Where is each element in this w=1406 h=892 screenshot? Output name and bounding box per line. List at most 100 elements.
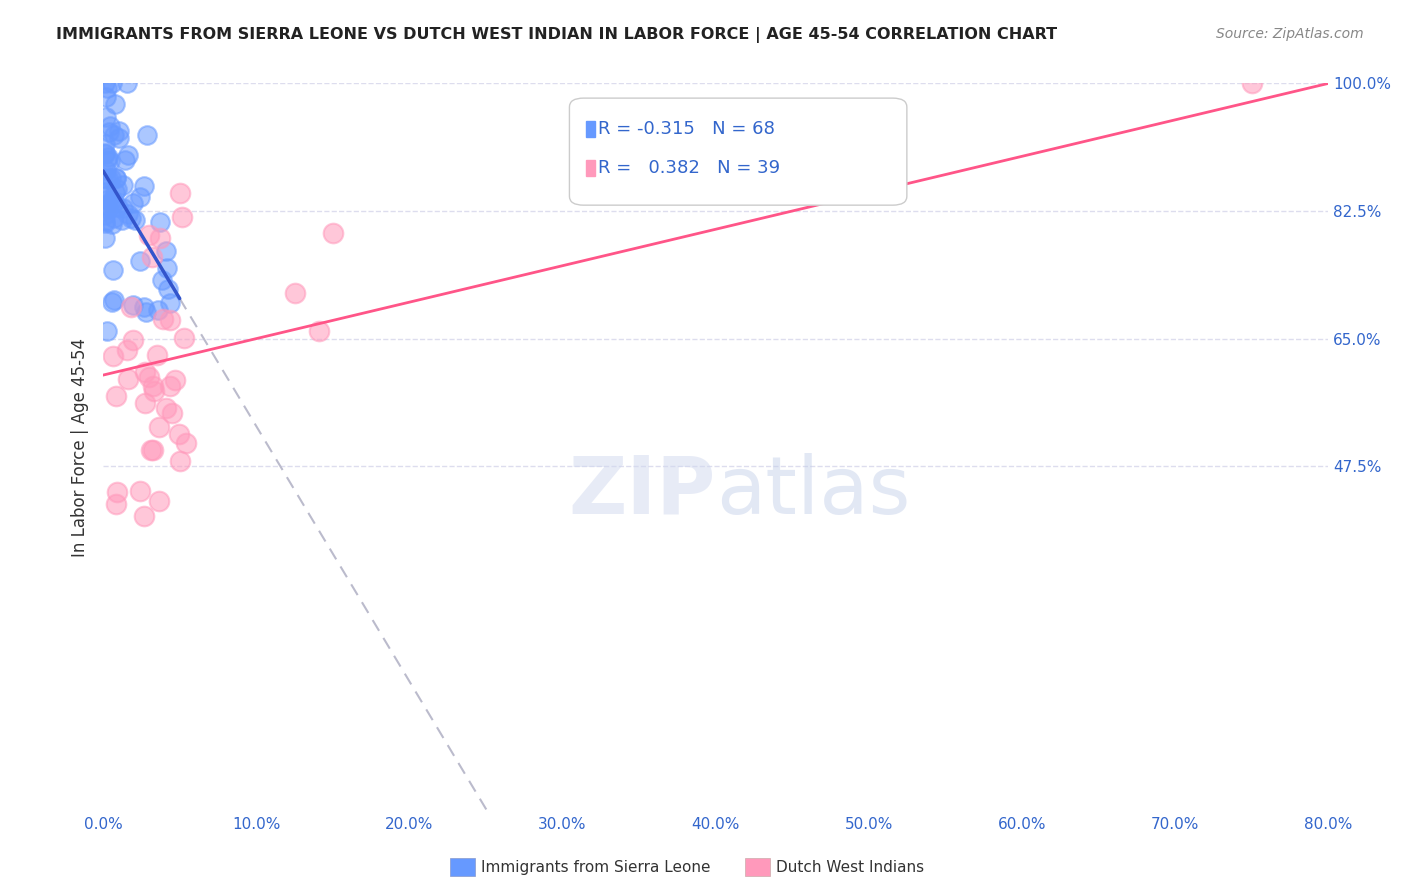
Point <box>101 193 124 207</box>
Point <box>134 396 156 410</box>
Point <box>148 419 170 434</box>
Point <box>98 154 121 169</box>
Point <box>162 407 184 421</box>
Point <box>97 202 120 217</box>
Point <box>308 324 330 338</box>
Point <box>93 147 115 161</box>
Point <box>93 136 115 151</box>
Point <box>156 260 179 275</box>
Point <box>111 201 134 215</box>
Point <box>159 313 181 327</box>
Point <box>121 333 143 347</box>
Point <box>120 300 142 314</box>
Point <box>107 200 129 214</box>
Point <box>136 128 159 142</box>
Point <box>108 124 131 138</box>
Point <box>103 128 125 143</box>
Point <box>149 230 172 244</box>
Point <box>145 348 167 362</box>
Point <box>112 178 135 193</box>
Point <box>149 215 172 229</box>
Point <box>322 227 344 241</box>
Point <box>124 212 146 227</box>
Text: R =   0.382   N = 39: R = 0.382 N = 39 <box>598 159 780 177</box>
Point <box>96 153 118 167</box>
Point <box>93 208 115 222</box>
Point <box>105 182 128 196</box>
Point <box>96 81 118 95</box>
Point <box>98 120 121 134</box>
Point <box>114 153 136 167</box>
Point <box>94 172 117 186</box>
Point <box>135 305 157 319</box>
Point <box>117 207 139 221</box>
Point <box>134 508 156 523</box>
Point <box>96 324 118 338</box>
Point <box>139 442 162 457</box>
Point <box>101 217 124 231</box>
Text: atlas: atlas <box>716 453 910 531</box>
Point <box>138 228 160 243</box>
Point <box>117 77 139 91</box>
Point <box>101 349 124 363</box>
Point <box>134 366 156 380</box>
Point <box>94 77 117 91</box>
Point <box>94 186 117 200</box>
Point <box>142 384 165 398</box>
Point <box>97 125 120 139</box>
Point <box>169 186 191 200</box>
Point <box>103 96 125 111</box>
Point <box>121 298 143 312</box>
Point <box>174 436 197 450</box>
Point <box>142 443 165 458</box>
Point <box>120 211 142 226</box>
Y-axis label: In Labor Force | Age 45-54: In Labor Force | Age 45-54 <box>72 338 89 558</box>
Point <box>163 373 186 387</box>
Point <box>97 150 120 164</box>
Point <box>94 193 117 207</box>
Point <box>117 148 139 162</box>
Point <box>105 170 128 185</box>
Point <box>155 244 177 259</box>
Point <box>173 330 195 344</box>
Point <box>101 77 124 91</box>
Point <box>169 454 191 468</box>
Point <box>105 485 128 500</box>
Point <box>129 483 152 498</box>
Point <box>150 272 173 286</box>
Point <box>103 195 125 210</box>
Point <box>104 496 127 510</box>
Point <box>129 190 152 204</box>
Point <box>101 294 124 309</box>
Point <box>100 197 122 211</box>
Point <box>93 231 115 245</box>
Point <box>138 370 160 384</box>
Point <box>94 216 117 230</box>
Text: Dutch West Indians: Dutch West Indians <box>776 860 924 874</box>
Text: R = -0.315   N = 68: R = -0.315 N = 68 <box>598 120 775 138</box>
Point <box>97 171 120 186</box>
Point <box>121 195 143 210</box>
Point <box>94 110 117 124</box>
Text: IMMIGRANTS FROM SIERRA LEONE VS DUTCH WEST INDIAN IN LABOR FORCE | AGE 45-54 COR: IMMIGRANTS FROM SIERRA LEONE VS DUTCH WE… <box>56 27 1057 43</box>
Point <box>111 212 134 227</box>
Point <box>167 426 190 441</box>
Point <box>94 89 117 103</box>
Point <box>159 379 181 393</box>
Point <box>128 253 150 268</box>
Point <box>155 401 177 416</box>
Point <box>105 389 128 403</box>
Point <box>115 343 138 357</box>
Point <box>157 282 180 296</box>
Point <box>284 285 307 300</box>
Point <box>172 210 194 224</box>
Point <box>148 493 170 508</box>
Point <box>132 300 155 314</box>
Text: ZIP: ZIP <box>568 453 716 531</box>
Point <box>94 198 117 212</box>
Point <box>100 171 122 186</box>
Text: Source: ZipAtlas.com: Source: ZipAtlas.com <box>1216 27 1364 41</box>
Point <box>93 145 115 160</box>
Point <box>148 302 170 317</box>
Point <box>103 211 125 225</box>
